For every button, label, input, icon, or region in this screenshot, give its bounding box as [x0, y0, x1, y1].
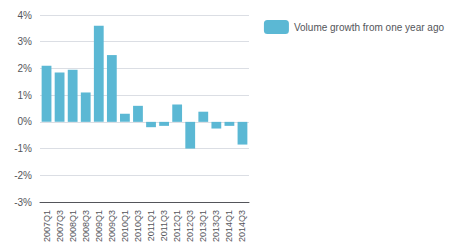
svg-text:2%: 2% — [18, 63, 33, 74]
svg-text:2014Q3: 2014Q3 — [237, 210, 247, 242]
svg-text:2009Q3: 2009Q3 — [107, 210, 117, 242]
svg-text:-2%: -2% — [14, 170, 32, 181]
svg-text:2008Q3: 2008Q3 — [81, 210, 91, 242]
svg-text:2007Q1: 2007Q1 — [42, 210, 52, 242]
svg-text:0%: 0% — [18, 116, 33, 127]
svg-text:-3%: -3% — [14, 197, 32, 208]
svg-text:4%: 4% — [18, 10, 33, 21]
svg-text:3%: 3% — [18, 36, 33, 47]
svg-text:1%: 1% — [18, 90, 33, 101]
svg-text:2013Q3: 2013Q3 — [211, 210, 221, 242]
svg-text:2007Q3: 2007Q3 — [55, 210, 65, 242]
svg-text:2011Q3: 2011Q3 — [159, 210, 169, 241]
svg-text:2009Q1: 2009Q1 — [94, 210, 104, 242]
svg-text:2011Q1: 2011Q1 — [146, 210, 156, 241]
svg-text:2013Q1: 2013Q1 — [198, 210, 208, 242]
svg-text:-1%: -1% — [14, 143, 32, 154]
svg-text:2008Q1: 2008Q1 — [68, 210, 78, 242]
svg-text:2010Q1: 2010Q1 — [120, 210, 130, 242]
svg-text:2014Q1: 2014Q1 — [224, 210, 234, 242]
svg-text:Volume growth from one year ag: Volume growth from one year ago — [294, 22, 445, 33]
svg-text:2012Q1: 2012Q1 — [172, 210, 182, 242]
svg-text:2010Q3: 2010Q3 — [133, 210, 143, 242]
svg-text:2012Q3: 2012Q3 — [185, 210, 195, 242]
